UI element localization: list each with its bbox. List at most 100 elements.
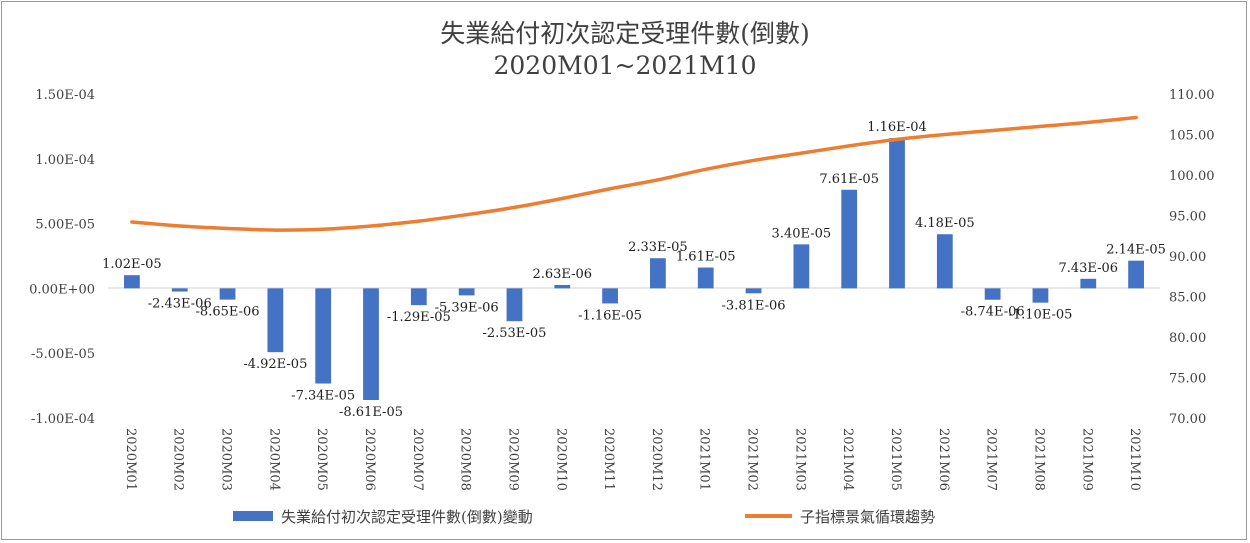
x-axis-tick-label: 2021M10	[1127, 428, 1142, 491]
data-label-2020M04: -4.92E-05	[243, 357, 307, 372]
right-axis-tick-label: 70.00	[1169, 412, 1206, 427]
bar-2020M09[interactable]	[506, 288, 523, 322]
left-axis-tick-label: 5.00E-05	[35, 218, 95, 233]
x-axis-tick-label: 2021M07	[984, 428, 999, 491]
bar-2021M03[interactable]	[793, 244, 810, 289]
data-label-2021M04: 7.61E-05	[819, 172, 879, 187]
right-axis-tick-label: 95.00	[1169, 210, 1206, 225]
trend-point-2021M02	[752, 158, 756, 162]
legend-bar-swatch	[233, 511, 273, 521]
data-label-2020M01: 1.02E-05	[102, 257, 162, 272]
legend-line-label: 子指標景氣循環趨勢	[800, 508, 935, 526]
trend-point-2020M11	[608, 187, 612, 191]
trend-point-2021M09	[1086, 120, 1090, 124]
bar-2020M04[interactable]	[267, 288, 284, 353]
bar-2020M12[interactable]	[650, 258, 666, 289]
x-axis-tick-label: 2021M05	[888, 428, 903, 491]
x-axis-tick-label: 2021M09	[1079, 428, 1094, 491]
trend-point-2020M09	[512, 205, 516, 209]
chart-title: 失業給付初次認定受理件數(倒數)	[440, 19, 810, 48]
bar-2020M08[interactable]	[458, 288, 475, 296]
data-label-2021M09: 7.43E-06	[1058, 261, 1118, 276]
data-label-2021M02: -3.81E-06	[722, 298, 786, 313]
bar-2020M11[interactable]	[602, 288, 618, 304]
bar-2020M01[interactable]	[124, 275, 140, 289]
bar-2021M06[interactable]	[936, 234, 953, 289]
data-label-2020M03: -8.65E-06	[196, 305, 260, 320]
data-label-2020M10: 2.63E-06	[532, 267, 592, 282]
data-label-2021M05: 1.16E-04	[867, 120, 927, 135]
bar-2021M02[interactable]	[745, 288, 762, 294]
right-axis-tick-label: 85.00	[1169, 291, 1206, 306]
left-axis-tick-label: 1.50E-04	[35, 88, 95, 103]
trend-line-series	[130, 115, 1138, 232]
x-axis-tick-label: 2020M09	[505, 428, 520, 491]
left-axis-tick-label: 0.00E+00	[29, 282, 95, 297]
legend[interactable]: 失業給付初次認定受理件數(倒數)變動 子指標景氣循環趨勢	[233, 508, 935, 526]
data-label-2020M08: -5.39E-06	[435, 300, 499, 315]
trend-point-2021M06	[943, 133, 947, 136]
bar-2020M10[interactable]	[554, 284, 571, 289]
bar-2020M03[interactable]	[219, 288, 236, 300]
x-axis-tick-label: 2021M08	[1031, 428, 1046, 491]
x-axis-tick-label: 2021M03	[792, 428, 807, 491]
data-label-2021M01: 1.61E-05	[676, 250, 736, 265]
trend-point-2021M04	[847, 144, 851, 148]
trend-point-2021M10	[1134, 115, 1138, 119]
trend-point-2021M07	[991, 128, 995, 132]
x-axis-tick-label: 2020M07	[410, 428, 425, 491]
trend-point-2020M12	[656, 178, 660, 182]
right-axis: 70.00 75.00 80.00 85.00 90.00 95.00 100.00 105.…	[1169, 88, 1215, 427]
trend-point-2020M10	[560, 196, 564, 200]
x-axis-tick-label: 2021M02	[745, 428, 760, 491]
trend-point-2021M08	[1038, 124, 1042, 128]
bar-2021M04[interactable]	[841, 189, 858, 289]
data-label-2021M10: 2.14E-05	[1106, 243, 1166, 258]
x-axis-tick-label: 2020M06	[362, 428, 377, 491]
data-label-2021M07: -8.74E-06	[961, 305, 1025, 320]
bar-2020M06[interactable]	[363, 288, 379, 400]
data-label-2020M02: -2.43E-06	[148, 297, 212, 312]
bar-2020M05[interactable]	[315, 288, 332, 384]
trend-point-2020M03	[226, 226, 230, 230]
right-axis-tick-label: 80.00	[1169, 331, 1206, 346]
right-axis-tick-label: 90.00	[1169, 250, 1206, 265]
x-axis: 2020M01 2020M02 2020M03 2020M04 2020M05 2020M…	[123, 428, 1142, 491]
bar-2020M02[interactable]	[171, 288, 188, 292]
bar-2021M01[interactable]	[697, 267, 714, 289]
trend-point-2021M05	[895, 137, 899, 141]
trend-point-2021M03	[799, 151, 803, 155]
trend-point-2020M01	[130, 220, 134, 224]
x-axis-tick-label: 2020M01	[123, 428, 138, 491]
data-label-2021M08: -1.10E-05	[1008, 308, 1072, 323]
trend-line[interactable]	[130, 115, 1138, 232]
data-label-2020M07: -1.29E-05	[387, 310, 451, 325]
right-axis-tick-label: 105.00	[1169, 129, 1215, 144]
bar-2021M08[interactable]	[1032, 288, 1049, 303]
bar-2021M05[interactable]	[889, 138, 905, 289]
bar-2021M07[interactable]	[984, 288, 1001, 300]
data-label-2021M03: 3.40E-05	[772, 226, 832, 241]
trend-point-2020M08	[465, 213, 469, 217]
right-axis-tick-label: 75.00	[1169, 372, 1206, 387]
trend-point-2020M04	[273, 228, 277, 232]
trend-point-2021M01	[704, 167, 708, 171]
bar-2021M09[interactable]	[1080, 278, 1097, 289]
left-axis-tick-label: -5.00E-05	[31, 347, 95, 362]
bar-2021M10[interactable]	[1128, 260, 1144, 289]
x-axis-tick-label: 2020M05	[314, 428, 329, 491]
data-label-2020M06: -8.61E-05	[339, 405, 403, 420]
x-axis-tick-label: 2021M01	[697, 428, 712, 491]
trend-point-2020M07	[417, 219, 421, 223]
data-labels: 1.02E-05 -2.43E-06-8.65E-06 -4.92E-05 -7.34…	[102, 120, 1166, 420]
data-label-2020M12: 2.33E-05	[628, 240, 688, 255]
bar-series	[124, 138, 1144, 400]
bar-2020M07[interactable]	[410, 288, 427, 306]
x-axis-tick-label: 2020M11	[601, 428, 616, 491]
trend-point-2020M06	[369, 224, 373, 228]
x-axis-tick-label: 2021M06	[936, 428, 951, 491]
left-axis-tick-label: -1.00E-04	[31, 412, 95, 427]
data-label-2020M11: -1.16E-05	[578, 308, 642, 323]
